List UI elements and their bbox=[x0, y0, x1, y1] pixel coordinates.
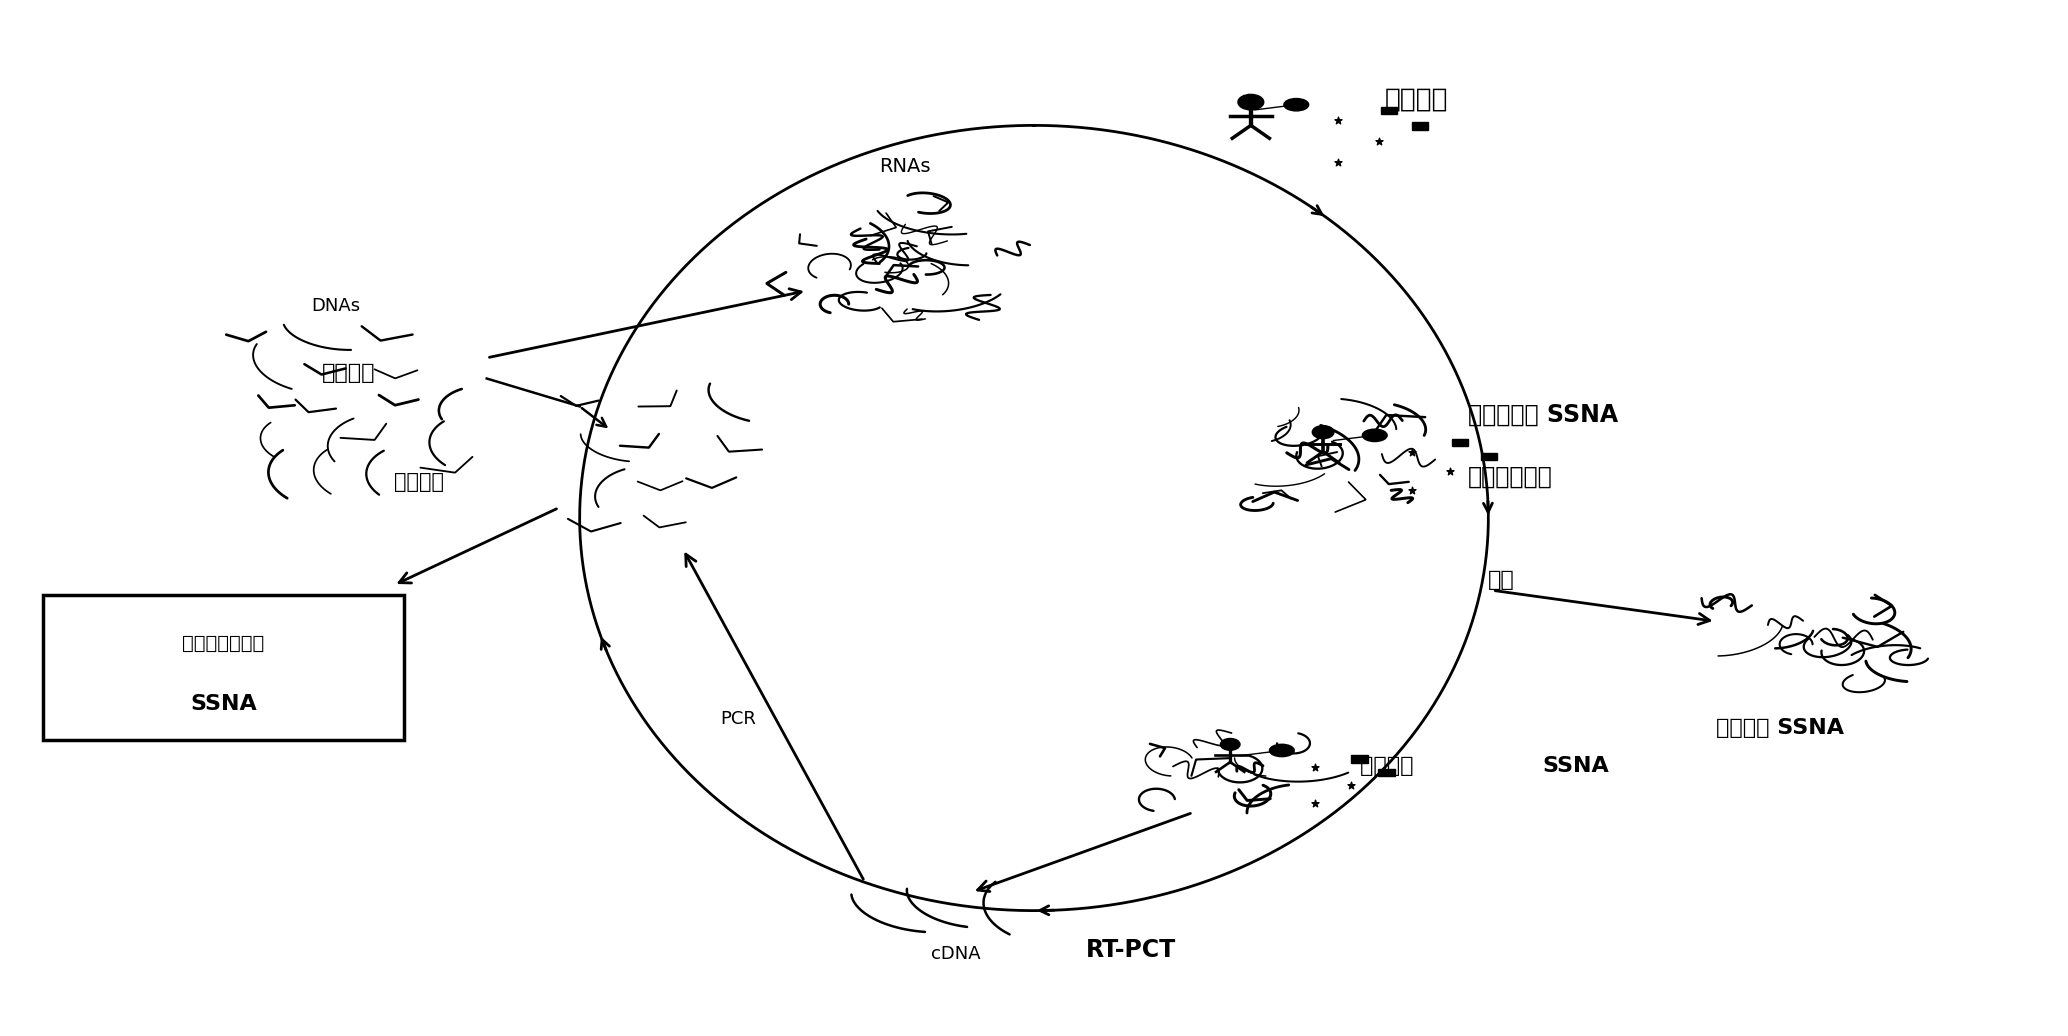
Text: SSNA: SSNA bbox=[190, 694, 256, 714]
Text: 结合生物分子的: 结合生物分子的 bbox=[182, 634, 265, 653]
Circle shape bbox=[1363, 429, 1388, 441]
Bar bbox=[1481, 454, 1497, 460]
Ellipse shape bbox=[1239, 94, 1264, 110]
Bar bbox=[1412, 122, 1429, 130]
Ellipse shape bbox=[1220, 739, 1241, 750]
Text: RT-PCT: RT-PCT bbox=[1086, 938, 1177, 961]
Text: 清洗: 清洗 bbox=[1489, 570, 1516, 589]
Circle shape bbox=[1284, 98, 1309, 111]
Text: DNAs: DNAs bbox=[310, 297, 360, 315]
Text: 生物分子与 SSNA: 生物分子与 SSNA bbox=[1468, 403, 1617, 427]
Text: 克隆序列: 克隆序列 bbox=[321, 364, 374, 383]
Bar bbox=[1381, 107, 1398, 114]
Text: PCR: PCR bbox=[720, 711, 757, 728]
Text: 未结合的 SSNA: 未结合的 SSNA bbox=[1716, 718, 1843, 738]
Text: 体外转录: 体外转录 bbox=[393, 471, 445, 492]
Bar bbox=[1350, 755, 1367, 762]
Circle shape bbox=[1270, 744, 1295, 756]
Text: cDNA: cDNA bbox=[931, 945, 980, 963]
Text: RNAs: RNAs bbox=[879, 157, 931, 176]
Text: 生物样本: 生物样本 bbox=[1386, 87, 1448, 113]
FancyBboxPatch shape bbox=[43, 596, 403, 740]
Ellipse shape bbox=[1313, 426, 1334, 438]
Bar bbox=[1452, 439, 1468, 447]
Text: 的反应混合物: 的反应混合物 bbox=[1468, 465, 1553, 489]
Text: SSNA: SSNA bbox=[1543, 756, 1609, 776]
Text: 生物分子: 生物分子 bbox=[1361, 756, 1421, 776]
Bar bbox=[1377, 769, 1394, 776]
